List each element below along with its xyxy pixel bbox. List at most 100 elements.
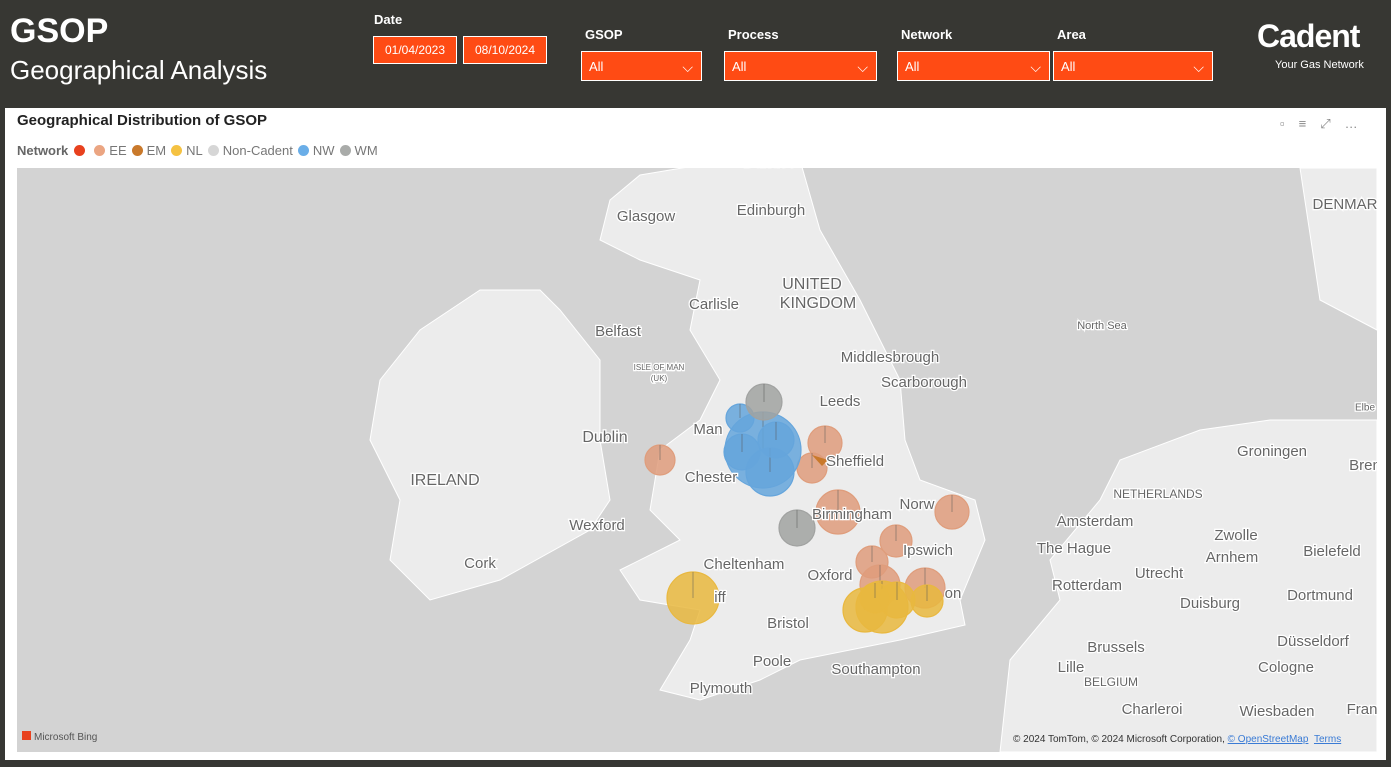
map-label: iff (714, 589, 726, 606)
slicer-dropdown[interactable]: All ⌵ (581, 51, 702, 81)
map-label: Southampton (831, 661, 920, 678)
map-label: UNITED (782, 276, 842, 293)
legend-swatch (207, 145, 219, 156)
slicer-dropdown[interactable]: All ⌵ (724, 51, 877, 81)
legend-swatch (339, 145, 351, 156)
subtitle: Geographical Analysis (10, 55, 268, 85)
map-label: Chester (685, 469, 738, 486)
map-label: ISLE OF MAN (634, 363, 685, 372)
legend-item[interactable]: NL (171, 143, 203, 158)
map-label: Scarborough (881, 374, 967, 391)
map-label: Wiesbaden (1239, 703, 1314, 720)
land-continent (999, 419, 1377, 752)
map-label: Dortmund (1287, 587, 1353, 604)
provider: Microsoft Bing (34, 732, 98, 743)
map-label: Oxford (807, 567, 852, 584)
map-label: BELGIUM (1084, 675, 1138, 689)
map-label: Bielefeld (1303, 543, 1361, 560)
map-label: Leeds (820, 393, 861, 410)
slicer-value: All (1061, 59, 1076, 74)
map-label: Groningen (1237, 443, 1307, 460)
map-label: IRELAND (410, 472, 479, 489)
map-label: KINGDOM (780, 295, 856, 312)
map-label: Cheltenham (704, 556, 785, 573)
map-label: Plymouth (690, 680, 753, 697)
map-label: Sheffield (826, 453, 884, 470)
legend-label: Non-Cadent (222, 143, 293, 158)
map-label: Carlisle (689, 296, 739, 313)
slicer-dropdown[interactable]: All ⌵ (1053, 51, 1213, 81)
dropdown-arrow: ⌵ (857, 59, 868, 75)
map-label: Lille (1058, 659, 1085, 676)
map-label: Glasgow (617, 208, 676, 225)
attribution: © 2024 TomTom, © 2024 Microsoft Corporat… (1013, 734, 1341, 745)
visual-title: Geographical Distribution of GSOP (17, 112, 268, 129)
legend-item[interactable]: WM (339, 143, 378, 158)
map-label: Dundee (744, 168, 797, 171)
map-label: Norw (899, 496, 934, 513)
legend-item[interactable]: EE (94, 143, 127, 158)
legend-swatch (94, 145, 106, 156)
land-ireland (369, 289, 611, 601)
map-label: (UK) (651, 374, 668, 383)
map-label: on (945, 585, 962, 602)
terms-link[interactable]: Terms (1313, 734, 1342, 745)
legend-title: Network (17, 143, 69, 158)
slicer-dropdown[interactable]: All ⌵ (897, 51, 1050, 81)
dropdown-arrow: ⌵ (1193, 59, 1204, 75)
map-label: Birmingham (812, 506, 892, 523)
map-label: Middlesbrough (841, 349, 939, 366)
slicer-value: All (732, 59, 747, 74)
map-label: Brussels (1087, 639, 1145, 656)
slicer-value: All (905, 59, 920, 74)
land-denmark (1299, 168, 1377, 331)
map-label: Duisburg (1180, 595, 1240, 612)
legend-label: NW (312, 143, 335, 158)
legend-item[interactable]: EM (131, 143, 167, 158)
dropdown-arrow: ⌵ (1030, 59, 1041, 75)
map-label: The Hague (1037, 540, 1111, 557)
legend-label: NL (186, 143, 203, 158)
legend-swatch (297, 145, 309, 156)
legend-swatch (74, 145, 86, 156)
visual-icons[interactable]: ▫≡⤢… (1280, 116, 1372, 131)
legend-swatch (171, 145, 183, 156)
slicer-label: Area (1057, 27, 1086, 42)
map[interactable]: Dundee Glasgow Edinburgh UNITED KINGDOM Carli… (17, 168, 1377, 752)
brand-name: Cadent (1257, 18, 1360, 54)
title: GSOP (10, 12, 109, 50)
copyright: © 2024 TomTom, © 2024 Microsoft Corporat… (1013, 734, 1225, 745)
map-label: Edinburgh (737, 202, 805, 219)
map-label: Ipswich (903, 542, 953, 559)
date-end[interactable]: 08/10/2024 (463, 36, 547, 64)
legend-swatch (131, 145, 143, 156)
map-label: Cologne (1258, 659, 1314, 676)
date-label: Date (374, 12, 403, 27)
legend-item[interactable]: NW (297, 143, 335, 158)
legend: Network EE EM NL Non-Cadent NW WM (17, 143, 383, 158)
map-label: Belfast (595, 323, 642, 340)
map-label: Rotterdam (1052, 577, 1122, 594)
bubble-em[interactable] (812, 455, 828, 466)
map-label: Amsterdam (1057, 513, 1134, 530)
bing-logo: Microsoft Bing (22, 731, 97, 743)
slicer-label: GSOP (585, 27, 623, 42)
map-label: Arnhem (1206, 549, 1259, 566)
map-label: Fran (1347, 701, 1377, 718)
date-start[interactable]: 01/04/2023 (373, 36, 457, 64)
osm-link[interactable]: © OpenStreetMap (1227, 734, 1309, 745)
legend-label: EE (109, 143, 127, 158)
map-label: Dublin (582, 429, 627, 446)
legend-item[interactable]: Non-Cadent (207, 143, 293, 158)
slicer-label: Process (728, 27, 779, 42)
legend-item[interactable] (74, 145, 89, 156)
slicer-label: Network (901, 27, 953, 42)
map-label: Bristol (767, 615, 809, 632)
map-label: Man (693, 421, 722, 438)
map-label: Bren (1349, 457, 1377, 474)
map-label: Charleroi (1122, 701, 1183, 718)
legend-label: EM (146, 143, 167, 158)
map-label: Cork (464, 555, 496, 572)
map-label: Düsseldorf (1277, 633, 1350, 650)
